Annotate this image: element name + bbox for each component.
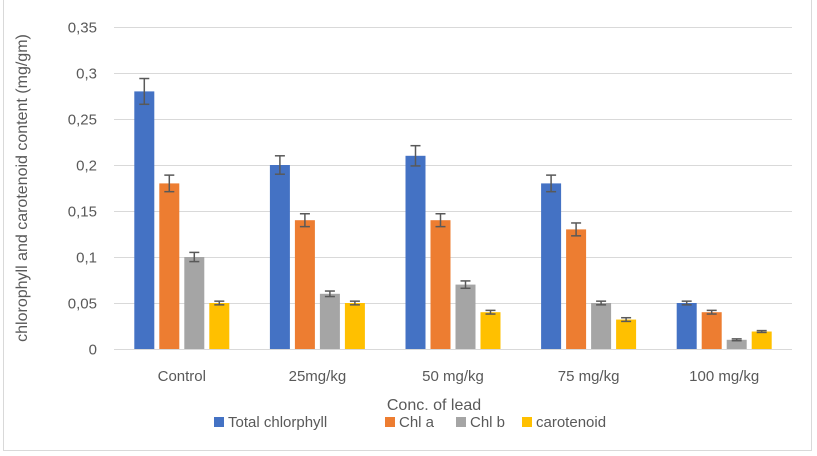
legend-swatch xyxy=(385,417,395,427)
error-bar xyxy=(731,338,742,342)
bar-chl-b-4 xyxy=(726,339,747,349)
bar-chl-b-3 xyxy=(591,303,612,349)
x-category-label: 50 mg/kg xyxy=(422,368,484,385)
bar-carotenoid-3 xyxy=(616,319,637,349)
error-bar xyxy=(189,251,200,263)
bar-total-chlorphyll-2 xyxy=(405,155,426,349)
bar-chl-a-0 xyxy=(159,183,180,349)
bar-chl-a-3 xyxy=(566,229,587,349)
bar-chl-a-4 xyxy=(701,312,722,349)
legend-item: carotenoid xyxy=(522,414,606,431)
error-bars xyxy=(139,77,767,342)
error-bar xyxy=(349,300,360,306)
legend-label: carotenoid xyxy=(536,414,606,431)
y-axis-title: chlorophyll and carotenoid content (mg/g… xyxy=(14,34,31,342)
legend-label: Chl b xyxy=(470,414,505,431)
error-bar xyxy=(681,300,692,306)
legend: Total chlorphyll Chl a Chl b carotenoid xyxy=(214,414,606,431)
bar-chl-b-1 xyxy=(319,293,340,349)
bar-total-chlorphyll-0 xyxy=(134,91,155,350)
error-bar xyxy=(546,174,557,193)
bar-carotenoid-4 xyxy=(751,331,772,349)
bar-chl-b-2 xyxy=(455,284,476,349)
error-bar xyxy=(460,280,471,290)
bar-carotenoid-2 xyxy=(480,312,501,349)
bar-chl-a-1 xyxy=(294,220,315,349)
error-bar xyxy=(214,300,225,306)
y-axis-ticks: 0 0,05 0,1 0,15 0,2 0,25 0,3 0,35 xyxy=(68,20,97,359)
legend-item: Chl b xyxy=(456,414,505,431)
error-bar xyxy=(485,309,496,315)
error-bar xyxy=(596,300,607,306)
error-bar xyxy=(164,174,175,193)
y-tick-label: 0,1 xyxy=(76,250,97,267)
error-bar xyxy=(274,155,285,175)
bars xyxy=(134,91,772,350)
legend-item: Chl a xyxy=(385,414,435,431)
legend-swatch xyxy=(214,417,224,427)
error-bar xyxy=(410,144,421,167)
y-tick-label: 0,3 xyxy=(76,66,97,83)
y-tick-label: 0 xyxy=(89,342,97,359)
legend-label: Total chlorphyll xyxy=(228,414,327,431)
bar-total-chlorphyll-3 xyxy=(541,183,562,349)
legend-swatch xyxy=(522,417,532,427)
x-axis-title: Conc. of lead xyxy=(387,397,481,414)
legend-label: Chl a xyxy=(399,414,435,431)
bar-total-chlorphyll-1 xyxy=(269,165,290,349)
bar-carotenoid-0 xyxy=(209,303,230,349)
error-bar xyxy=(571,222,582,237)
bar-carotenoid-1 xyxy=(344,303,365,349)
error-bar xyxy=(324,290,335,298)
x-category-label: 75 mg/kg xyxy=(558,368,620,385)
y-tick-label: 0,25 xyxy=(68,112,97,129)
error-bar xyxy=(706,309,717,315)
x-axis-categories: Control 25mg/kg 50 mg/kg 75 mg/kg 100 mg/kg xyxy=(158,368,760,385)
y-tick-label: 0,15 xyxy=(68,204,97,221)
error-bar xyxy=(299,213,310,228)
legend-swatch xyxy=(456,417,466,427)
bar-total-chlorphyll-4 xyxy=(676,303,697,349)
y-tick-label: 0,35 xyxy=(68,20,97,37)
legend-item: Total chlorphyll xyxy=(214,414,327,431)
error-bar xyxy=(621,316,632,323)
error-bar xyxy=(139,77,150,106)
y-tick-label: 0,2 xyxy=(76,158,97,175)
y-tick-label: 0,05 xyxy=(68,296,97,313)
x-category-label: 25mg/kg xyxy=(289,368,347,385)
x-category-label: Control xyxy=(158,368,206,385)
error-bar xyxy=(435,213,446,228)
error-bar xyxy=(756,329,767,334)
bar-chl-b-0 xyxy=(184,257,205,349)
x-category-label: 100 mg/kg xyxy=(689,368,759,385)
bar-chl-a-2 xyxy=(430,220,451,349)
